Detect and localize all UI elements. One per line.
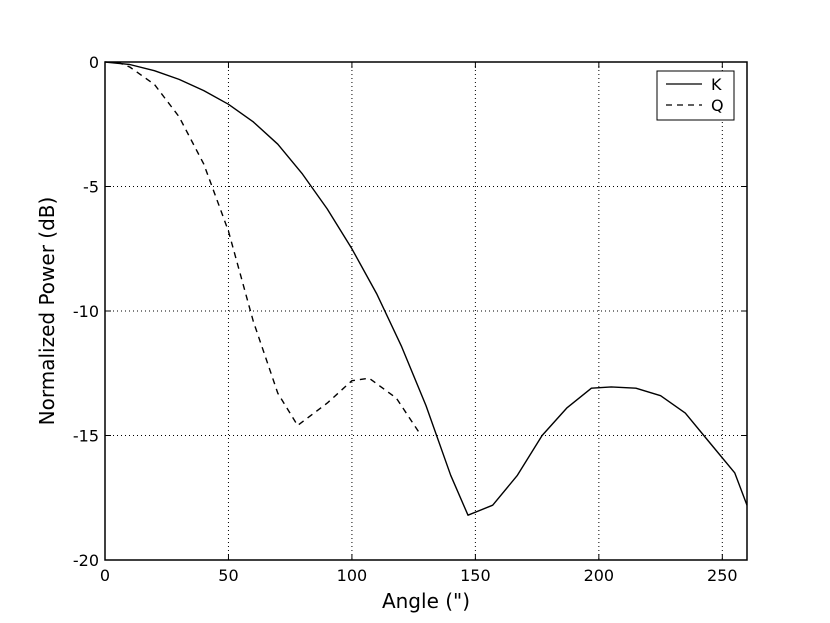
x-axis-ticks: 0 50 100 150 200 250 xyxy=(100,62,738,585)
y-tick-label: -15 xyxy=(73,427,99,446)
y-axis-ticks: 0 -5 -10 -15 -20 xyxy=(73,53,747,570)
x-tick-label: 150 xyxy=(460,566,491,585)
grid xyxy=(105,62,747,560)
legend-label-q: Q xyxy=(711,96,724,115)
x-tick-label: 50 xyxy=(218,566,238,585)
y-tick-label: -5 xyxy=(83,178,99,197)
plot-area xyxy=(105,62,747,560)
x-tick-label: 250 xyxy=(707,566,738,585)
y-tick-label: 0 xyxy=(89,53,99,72)
x-tick-label: 200 xyxy=(584,566,615,585)
legend-label-k: K xyxy=(711,75,722,94)
y-tick-label: -10 xyxy=(73,302,99,321)
x-axis-title: Angle (") xyxy=(382,589,470,613)
legend-box xyxy=(656,70,735,121)
x-tick-label: 0 xyxy=(100,566,110,585)
y-tick-label: -20 xyxy=(73,551,99,570)
series-line-k xyxy=(104,61,748,516)
y-axis-title: Normalized Power (dB) xyxy=(35,197,59,426)
legend: K Q xyxy=(656,70,735,121)
series-group xyxy=(104,61,748,516)
x-tick-label: 100 xyxy=(337,566,368,585)
